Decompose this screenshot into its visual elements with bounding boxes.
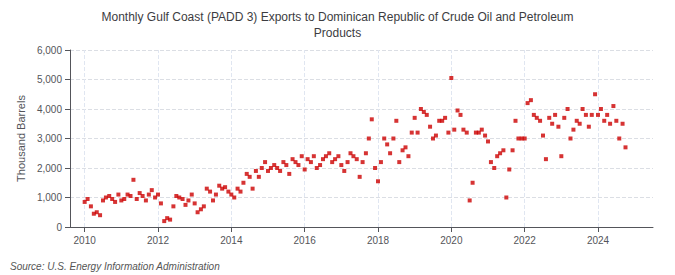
svg-text:2022: 2022	[514, 235, 537, 246]
svg-text:5,000: 5,000	[37, 74, 62, 85]
svg-text:2016: 2016	[294, 235, 317, 246]
svg-text:0: 0	[56, 222, 62, 233]
svg-text:2010: 2010	[74, 235, 97, 246]
svg-text:4,000: 4,000	[37, 104, 62, 115]
svg-text:Products: Products	[314, 26, 361, 40]
svg-text:2012: 2012	[147, 235, 170, 246]
svg-text:Monthly Gulf Coast (PADD 3) Ex: Monthly Gulf Coast (PADD 3) Exports to D…	[102, 10, 574, 24]
svg-text:Thousand Barrels: Thousand Barrels	[15, 95, 27, 182]
svg-text:Source: U.S. Energy Informatio: Source: U.S. Energy Information Administ…	[10, 261, 220, 272]
svg-text:1,000: 1,000	[37, 192, 62, 203]
svg-text:2,000: 2,000	[37, 163, 62, 174]
svg-text:6,000: 6,000	[37, 45, 62, 56]
svg-text:2024: 2024	[587, 235, 610, 246]
svg-text:3,000: 3,000	[37, 133, 62, 144]
svg-text:2014: 2014	[220, 235, 243, 246]
svg-text:2020: 2020	[440, 235, 463, 246]
svg-text:2018: 2018	[367, 235, 390, 246]
